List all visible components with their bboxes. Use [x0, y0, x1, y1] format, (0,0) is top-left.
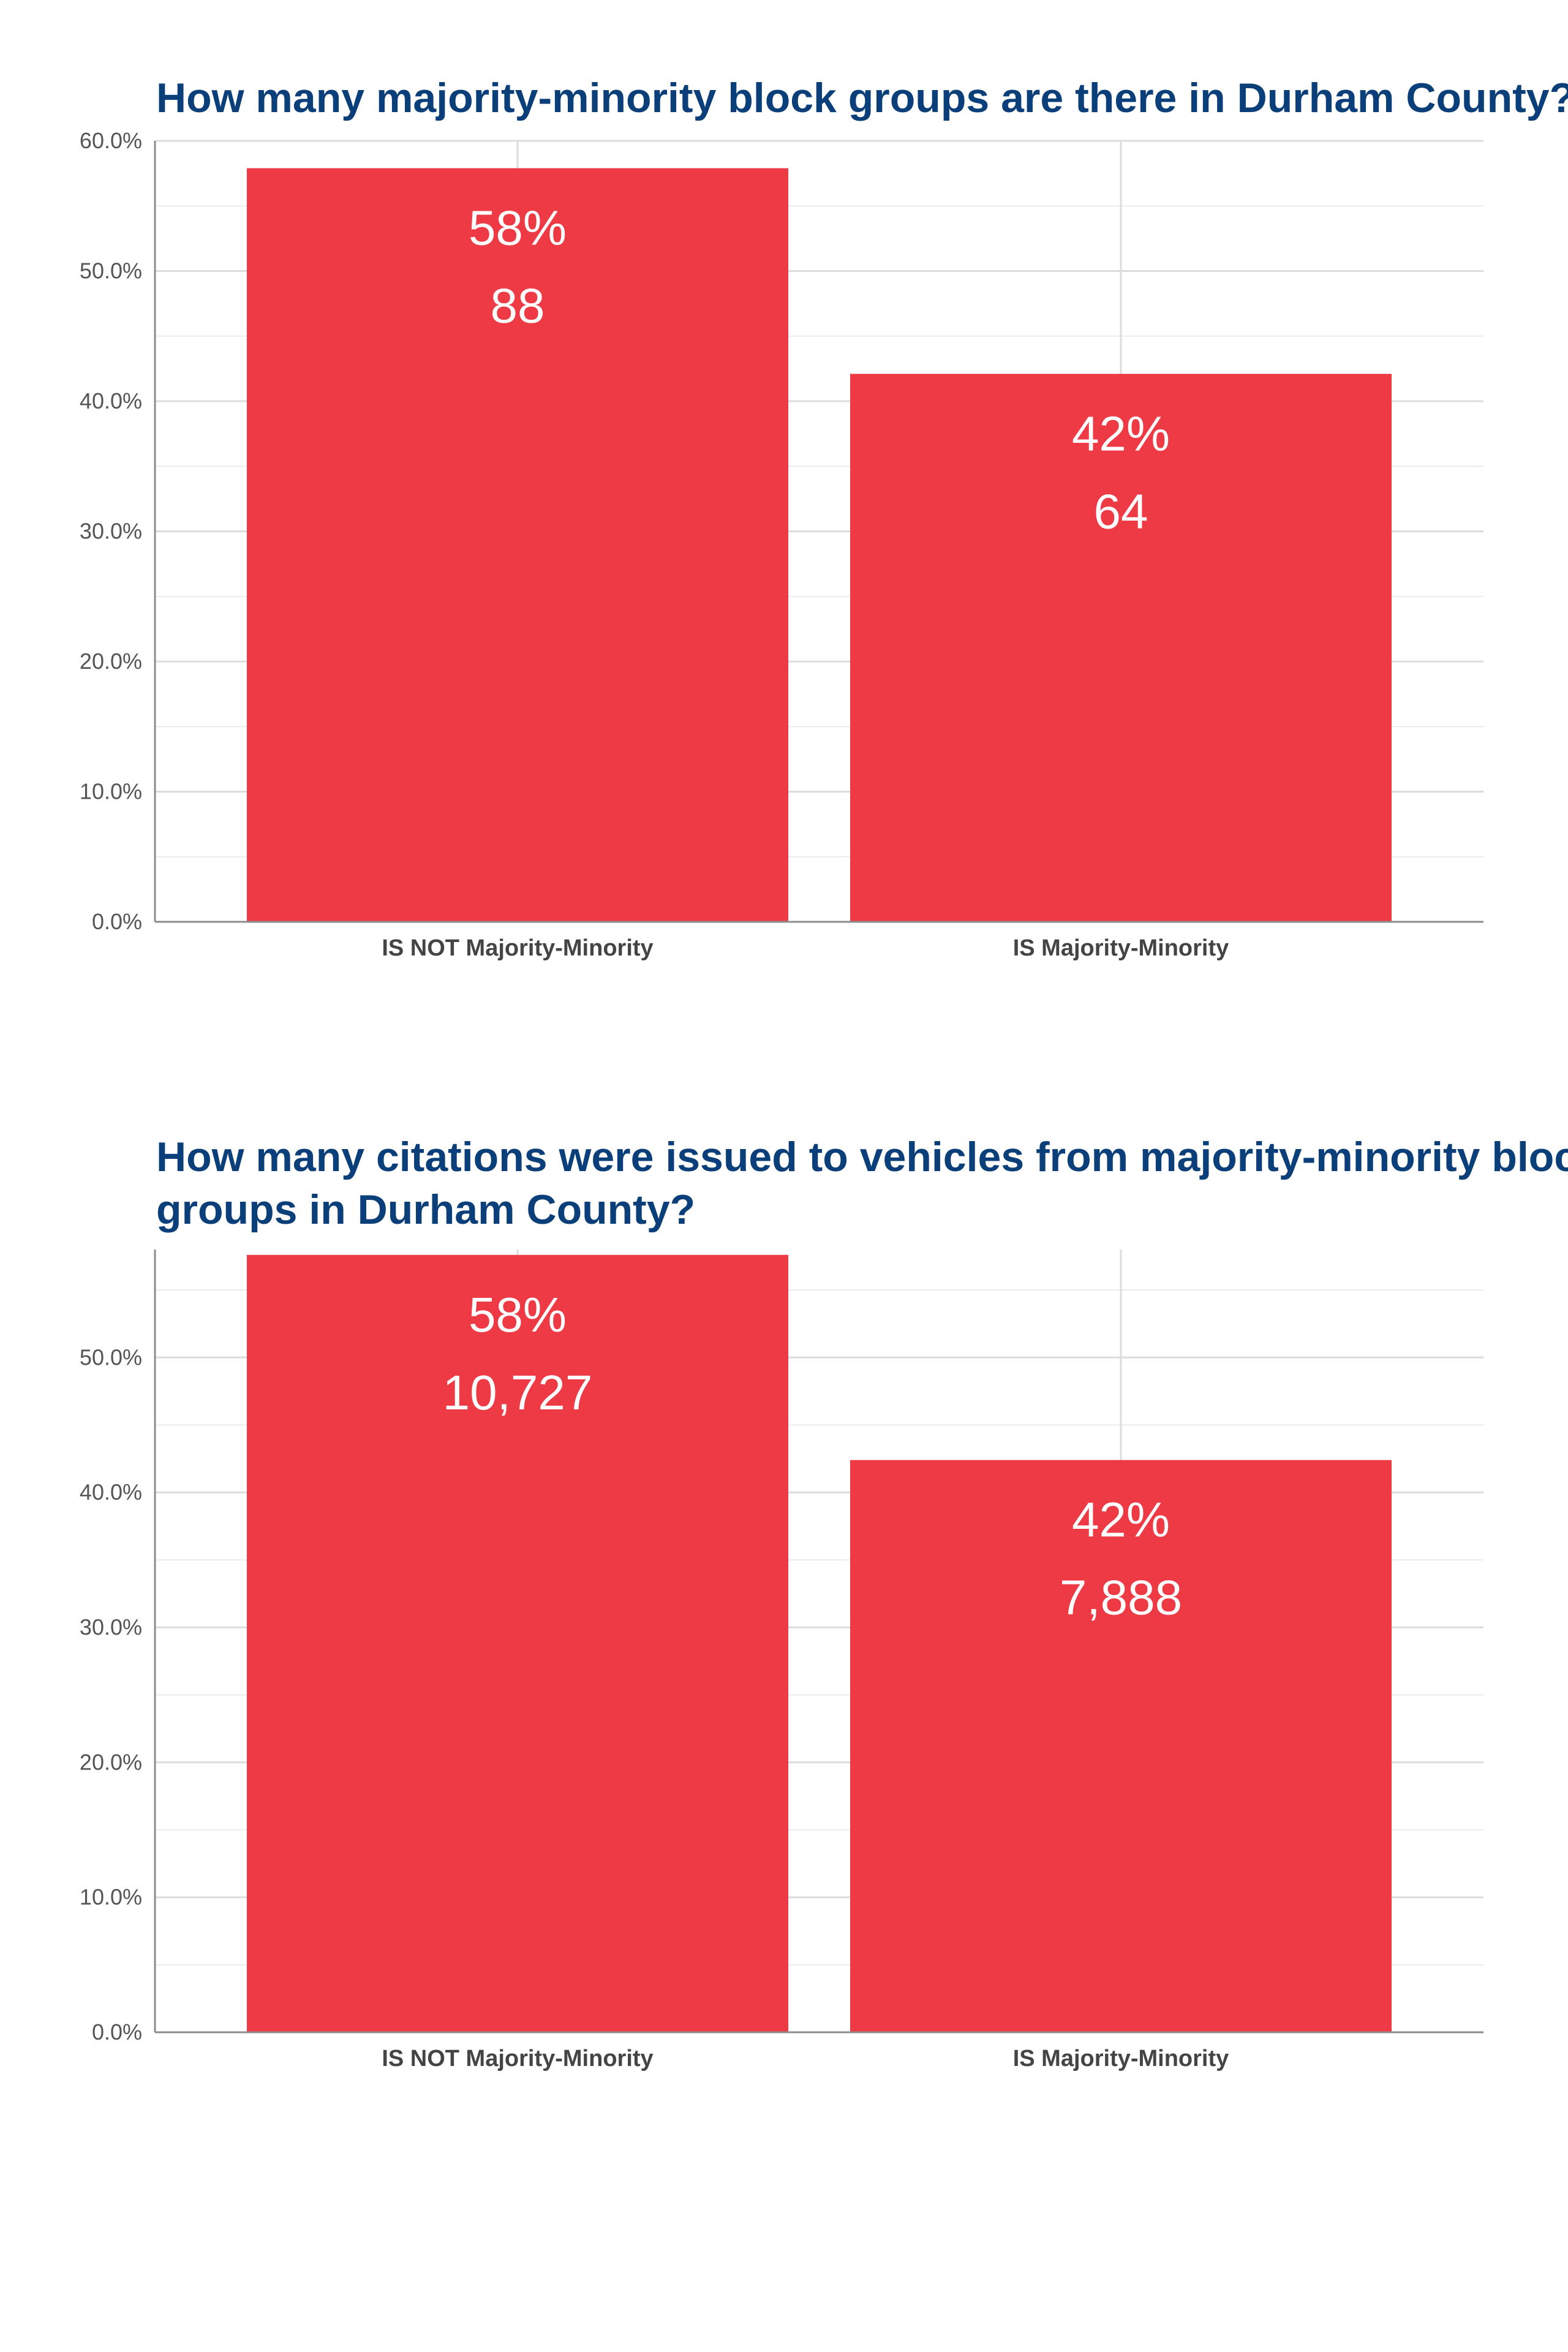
- y-tick-label: 60.0%: [80, 128, 142, 153]
- y-tick-label: 10.0%: [80, 779, 142, 804]
- y-tick-label: 50.0%: [80, 1344, 142, 1370]
- y-tick-label: 20.0%: [80, 649, 142, 674]
- bar-count-label: 10,727: [443, 1365, 593, 1420]
- y-tick-label: 30.0%: [80, 1615, 142, 1640]
- bar-majority-minority: [850, 374, 1392, 922]
- y-tick-label: 0.0%: [92, 909, 142, 934]
- x-tick-label: IS Majority-Minority: [1013, 2046, 1229, 2071]
- bar-percent-label: 58%: [469, 1287, 567, 1342]
- bar-not-majority-minority: [247, 1254, 788, 2032]
- x-tick-label: IS Majority-Minority: [1013, 935, 1229, 961]
- y-tick-label: 10.0%: [80, 1885, 142, 1910]
- y-tick-label: 40.0%: [80, 1480, 142, 1505]
- chart-title-line: How many majority-minority block groups …: [156, 75, 1568, 121]
- x-tick-label: IS NOT Majority-Minority: [382, 935, 653, 961]
- bar-majority-minority: [850, 1460, 1392, 2032]
- bar-count-label: 7,888: [1060, 1570, 1182, 1625]
- y-tick-label: 50.0%: [80, 258, 142, 284]
- bar-percent-label: 42%: [1072, 1493, 1170, 1547]
- chart-title-line: How many citations were issued to vehicl…: [156, 1134, 1568, 1180]
- y-tick-label: 20.0%: [80, 1749, 142, 1774]
- bar-count-label: 88: [491, 279, 545, 333]
- y-tick-label: 0.0%: [92, 2019, 142, 2045]
- bar-not-majority-minority: [247, 168, 788, 922]
- x-tick-label: IS NOT Majority-Minority: [382, 2046, 653, 2071]
- chart-title-line: groups in Durham County?: [156, 1186, 695, 1233]
- y-tick-label: 30.0%: [80, 519, 142, 544]
- bar-percent-label: 58%: [469, 201, 567, 255]
- bar-count-label: 64: [1094, 484, 1148, 538]
- bar-percent-label: 42%: [1072, 406, 1170, 461]
- y-tick-label: 40.0%: [80, 388, 142, 413]
